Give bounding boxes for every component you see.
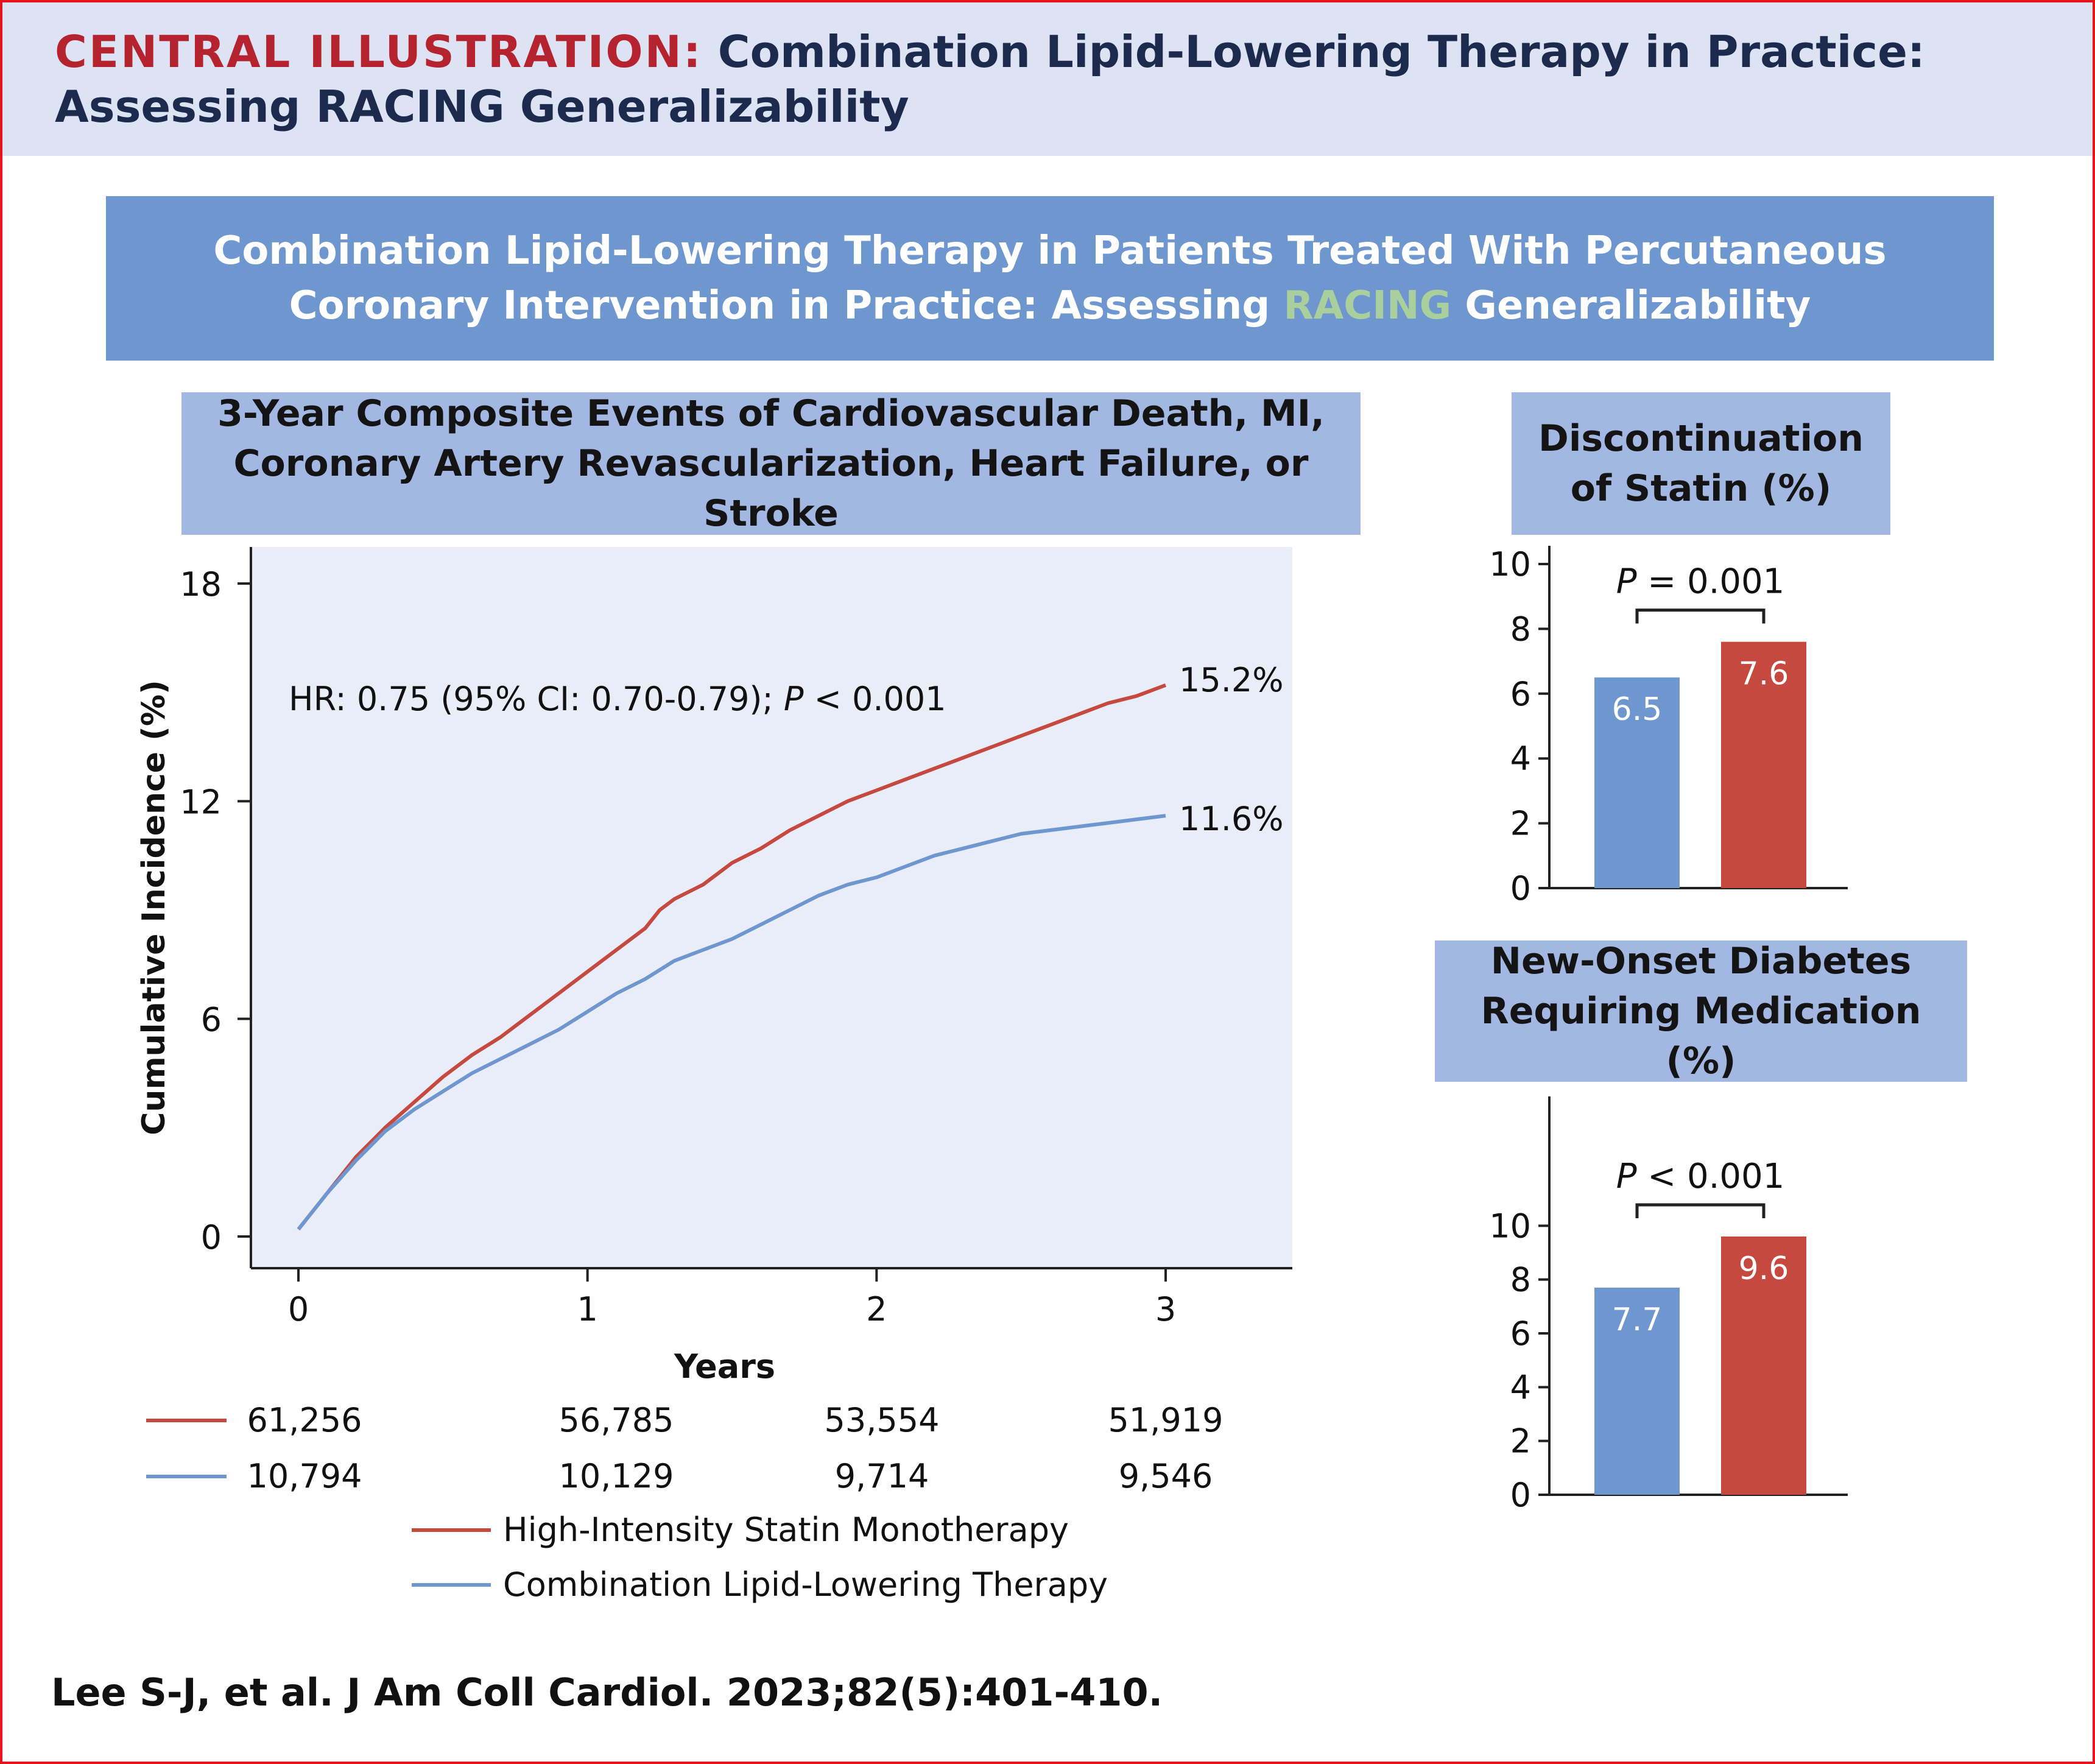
bar-value-label: 9.6 [1739, 1251, 1789, 1287]
km-end-label: 15.2% [1179, 661, 1284, 699]
km-series-line [297, 814, 1166, 1230]
header-title: Combination Lipid-Lowering Therapy in Pr… [55, 26, 1925, 132]
bar-y-tick-label: 0 [1510, 869, 1531, 908]
header-text: CENTRAL ILLUSTRATION: Combination Lipid-… [55, 24, 2065, 134]
km-x-axis-label: Years [674, 1347, 775, 1386]
diabetes-p-value: P < 0.001 [1616, 1157, 1785, 1196]
km-end-label: 11.6% [1179, 800, 1284, 838]
km-hr-text: HR: 0.75 (95% CI: 0.70-0.79); [289, 680, 784, 718]
km-y-tick-label: 18 [180, 565, 222, 604]
km-p-value: < 0.001 [803, 680, 946, 718]
km-x-tick-label: 1 [577, 1290, 597, 1328]
bar-y-tick-label: 8 [1510, 610, 1531, 648]
bar-y-tick-label: 0 [1510, 1476, 1531, 1514]
legend-label: Combination Lipid-Lowering Therapy [503, 1565, 1108, 1604]
banner-highlight: RACING [1283, 283, 1452, 328]
citation: Lee S-J, et al. J Am Coll Cardiol. 2023;… [51, 1670, 1163, 1715]
bar-value-label: 6.5 [1612, 691, 1663, 728]
diabetes-bar-chart: 0 2 4 6 8 10 7.7 9.6 P < 0.001 [1489, 1096, 1848, 1514]
header: CENTRAL ILLUSTRATION: Combination Lipid-… [2, 2, 2093, 156]
diabetes-panel-title-text: New-Onset Diabetes Requiring Medication … [1481, 940, 1921, 1082]
significance-bracket [1635, 609, 1766, 624]
bar-y-tick-label: 4 [1510, 739, 1531, 778]
at-risk-value: 10,794 [247, 1457, 362, 1495]
diabetes-panel-title: New-Onset Diabetes Requiring Medication … [1435, 940, 1967, 1082]
banner: Combination Lipid-Lowering Therapy in Pa… [106, 196, 1994, 361]
bar-value-label: 7.6 [1739, 656, 1789, 693]
central-illustration-label: CENTRAL ILLUSTRATION: [55, 26, 703, 77]
statin-p-value: P = 0.001 [1616, 562, 1785, 602]
statin-panel-title-text: Discontinuation of Statin (%) [1538, 417, 1864, 510]
legend-label: High-Intensity Statin Monotherapy [503, 1511, 1069, 1549]
bar-y-tick-label: 2 [1510, 805, 1531, 843]
at-risk-value: 10,129 [559, 1457, 674, 1495]
km-panel-title-text: 3-Year Composite Events of Cardiovascula… [217, 392, 1325, 535]
bar-y-tick-label: 10 [1489, 545, 1531, 584]
km-lines [297, 683, 1167, 1230]
at-risk-value: 56,785 [559, 1401, 674, 1439]
km-y-tick-label: 0 [201, 1218, 222, 1257]
at-risk-value: 9,714 [835, 1457, 929, 1495]
diabetes-axes: 0 2 4 6 8 10 [1489, 1096, 1848, 1514]
bar [1721, 641, 1806, 888]
km-x-tick-label: 2 [866, 1290, 887, 1328]
banner-text-end: Generalizability [1451, 283, 1811, 328]
km-y-axis-label: Cumulative Incidence (%) [136, 680, 172, 1135]
km-y-tick-label: 12 [180, 783, 222, 821]
bar-y-tick-label: 6 [1510, 1314, 1531, 1353]
statin-panel-title: Discontinuation of Statin (%) [1512, 392, 1890, 535]
statin-p-label: P [1616, 562, 1637, 602]
statin-bars: 6.5 7.6 [1594, 609, 1806, 888]
km-p-label: P [784, 680, 804, 718]
diabetes-p-text: < 0.001 [1636, 1157, 1784, 1196]
km-series-line [297, 683, 1167, 1230]
bar-y-tick-label: 6 [1510, 675, 1531, 713]
at-risk-value: 51,919 [1108, 1401, 1224, 1439]
diabetes-bars: 7.7 9.6 [1594, 1203, 1806, 1495]
diabetes-p-label: P [1616, 1157, 1637, 1196]
banner-text-main: Combination Lipid-Lowering Therapy in Pa… [213, 228, 1887, 328]
km-y-tick-label: 6 [201, 1001, 222, 1039]
statin-bar-chart: 0 2 4 6 8 10 6.5 7.6 P = 0.001 [1489, 545, 1848, 908]
bar-value-label: 7.7 [1612, 1302, 1663, 1338]
statin-axes: 0 2 4 6 8 10 [1489, 545, 1848, 908]
km-x-tick-label: 3 [1155, 1290, 1176, 1328]
bar [1721, 1237, 1806, 1495]
km-x-tick-label: 0 [288, 1290, 309, 1328]
bar-y-tick-label: 8 [1510, 1261, 1531, 1299]
bar [1594, 1287, 1680, 1495]
at-risk-value: 9,546 [1119, 1457, 1213, 1495]
bar-y-tick-label: 2 [1510, 1422, 1531, 1461]
banner-text: Combination Lipid-Lowering Therapy in Pa… [136, 224, 1963, 333]
km-plot-background [251, 547, 1292, 1268]
km-panel-title: 3-Year Composite Events of Cardiovascula… [181, 392, 1361, 535]
km-hazard-ratio-annotation: HR: 0.75 (95% CI: 0.70-0.79); P < 0.001 [289, 680, 946, 718]
at-risk-value: 53,554 [825, 1401, 940, 1439]
bar-y-tick-label: 10 [1489, 1207, 1531, 1245]
statin-p-text: = 0.001 [1636, 562, 1784, 602]
at-risk-value: 61,256 [247, 1401, 362, 1439]
bar [1594, 677, 1680, 888]
bar-y-tick-label: 4 [1510, 1368, 1531, 1406]
significance-bracket [1635, 1203, 1766, 1218]
km-labels: 15.2% 61,256 56,785 53,554 51,919 11.6% 10,794… [146, 661, 1284, 1604]
